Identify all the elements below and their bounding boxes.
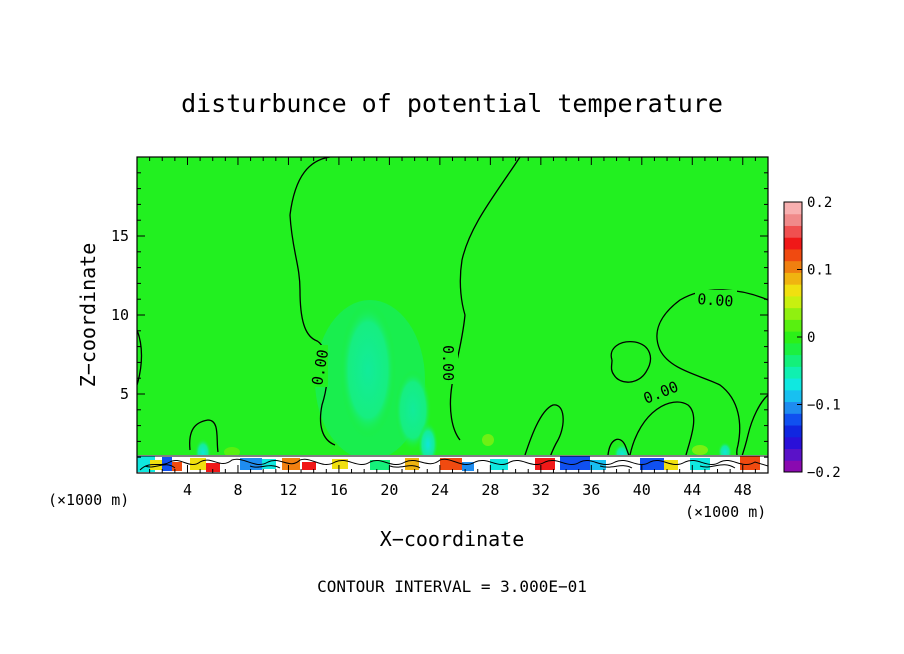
colorbar-swatch — [784, 389, 802, 403]
surface-patch — [560, 456, 590, 470]
surface-patch — [405, 458, 419, 470]
x-axis-label: X−coordinate — [380, 527, 525, 551]
contour-interval-note: CONTOUR INTERVAL = 3.000E−01 — [317, 577, 587, 596]
colorbar-swatch — [784, 284, 802, 297]
colorbar-swatch — [784, 202, 802, 215]
x-tick-label: 20 — [380, 481, 398, 499]
surface-patch — [190, 458, 206, 470]
colorbar-tick-label: 0 — [807, 330, 815, 346]
x-axis: 4 8 12 16 20 24 28 32 36 40 44 48 — [136, 157, 769, 499]
colorbar-tick-label: 0.1 — [807, 263, 832, 279]
surface-layer — [137, 455, 768, 473]
contour-label-bg — [695, 290, 737, 306]
colorbar-swatch — [784, 213, 802, 226]
surface-patch — [206, 463, 220, 472]
colorbar-swatch — [784, 378, 802, 391]
colorbar-swatch — [784, 436, 802, 450]
surface-patch — [440, 458, 462, 470]
chart-title: disturbunce of potential temperature — [181, 89, 723, 118]
x-tick-label: 24 — [431, 481, 449, 499]
surface-patch — [302, 462, 316, 470]
y-axis-label: Z−coordinate — [76, 243, 100, 388]
contour-label: 0.00 — [308, 348, 332, 387]
contour-label-bg — [308, 345, 328, 387]
y-tick-label: 15 — [111, 227, 129, 245]
warm-spot-8 — [224, 447, 240, 457]
plot-area: 0.00 0.00 0.00 0.00 — [137, 157, 768, 473]
colorbar-swatch — [784, 342, 802, 356]
x-tick-label: 32 — [532, 481, 550, 499]
colorbar-swatch — [784, 413, 802, 426]
contour-label: 0.00 — [697, 290, 734, 310]
colorbar-swatch — [784, 366, 802, 379]
colorbar-tick-label: −0.1 — [807, 398, 841, 414]
x-tick-label: 40 — [633, 481, 651, 499]
warm-spot-42 — [692, 445, 708, 455]
colorbar-swatch — [784, 295, 802, 309]
surface-patch — [370, 460, 390, 470]
x-unit-left: (×1000 m) — [48, 491, 129, 509]
y-tick-label: 10 — [111, 306, 129, 324]
x-unit-right: (×1000 m) — [685, 503, 766, 521]
surface-patch — [590, 460, 606, 470]
colorbar-swatch — [784, 272, 802, 285]
contour-label: 0.00 — [439, 345, 457, 381]
x-tick-label: 36 — [582, 481, 600, 499]
x-tick-label: 28 — [481, 481, 499, 499]
colorbar-swatch — [784, 260, 802, 273]
x-tick-label: 16 — [330, 481, 348, 499]
x-tick-label: 12 — [279, 481, 297, 499]
colorbar-swatch — [784, 237, 802, 250]
surface-patch — [664, 460, 678, 470]
surface-patch — [462, 462, 474, 471]
x-tick-label: 44 — [683, 481, 701, 499]
colorbar: 0.2 0.1 0 −0.1 −0.2 — [783, 195, 841, 481]
colorbar-swatch — [784, 401, 802, 414]
colorbar-swatch — [784, 319, 802, 332]
x-tick-label: 48 — [734, 481, 752, 499]
colorbar-swatch — [784, 460, 802, 473]
x-tick-label: 8 — [233, 481, 242, 499]
warm-spot-29 — [482, 434, 494, 446]
colorbar-swatch — [784, 448, 802, 461]
surface-contours — [137, 455, 768, 471]
x-tick-label: 4 — [183, 481, 192, 499]
colorbar-swatch — [784, 425, 802, 438]
colorbar-swatch — [784, 248, 802, 262]
colorbar-swatch — [784, 307, 802, 320]
contour-label-bg — [438, 342, 458, 384]
colorbar-swatch — [784, 331, 802, 344]
negative-cell-left — [340, 302, 396, 438]
negative-core-24 — [418, 418, 438, 462]
y-tick-label: 5 — [120, 385, 129, 403]
surface-patch — [262, 459, 276, 469]
colorbar-swatch — [784, 354, 802, 367]
colorbar-tick-label: −0.2 — [807, 465, 841, 481]
surface-patch — [162, 457, 172, 471]
surface-patch — [332, 459, 348, 469]
colorbar-swatch — [784, 225, 802, 238]
y-axis: 5 10 15 — [111, 156, 768, 474]
surface-patch — [740, 456, 760, 470]
surface-patch — [172, 462, 182, 471]
colorbar-tick-label: 0.2 — [807, 195, 832, 211]
